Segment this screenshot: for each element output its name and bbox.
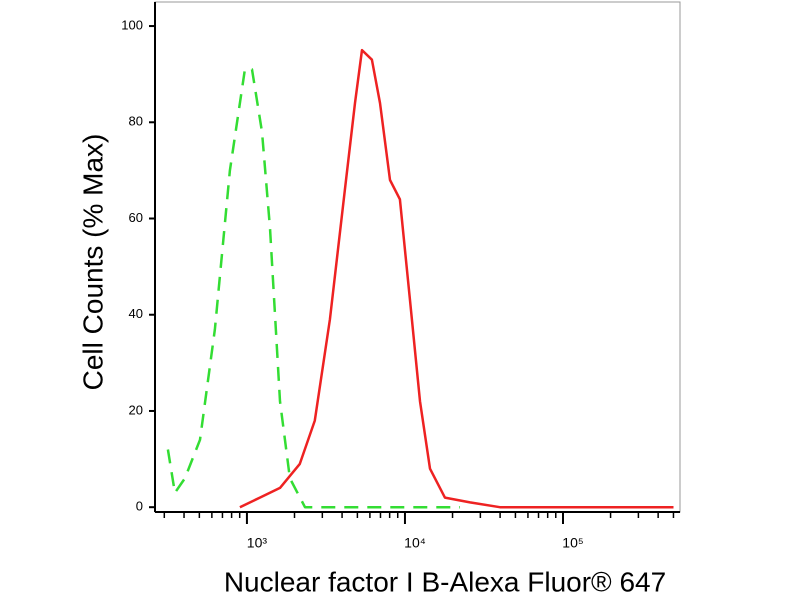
x-tick-label: 10⁵ <box>562 535 583 551</box>
y-tick-label: 0 <box>136 499 143 514</box>
x-tick-label: 10³ <box>247 535 268 551</box>
y-tick-label: 20 <box>129 402 143 417</box>
y-tick-label: 60 <box>129 210 143 225</box>
y-tick-label: 40 <box>129 306 143 321</box>
y-axis-title: Cell Counts (% Max) <box>77 134 108 391</box>
y-tick-label: 100 <box>121 17 143 32</box>
histogram-line <box>166 68 460 509</box>
plot-frame <box>154 1 681 513</box>
x-axis-title: Nuclear factor I B-Alexa Fluor® 647 <box>224 566 666 597</box>
x-tick-label: 10⁴ <box>404 535 426 551</box>
y-tick-label: 80 <box>129 114 143 129</box>
histogram-line <box>239 48 674 509</box>
